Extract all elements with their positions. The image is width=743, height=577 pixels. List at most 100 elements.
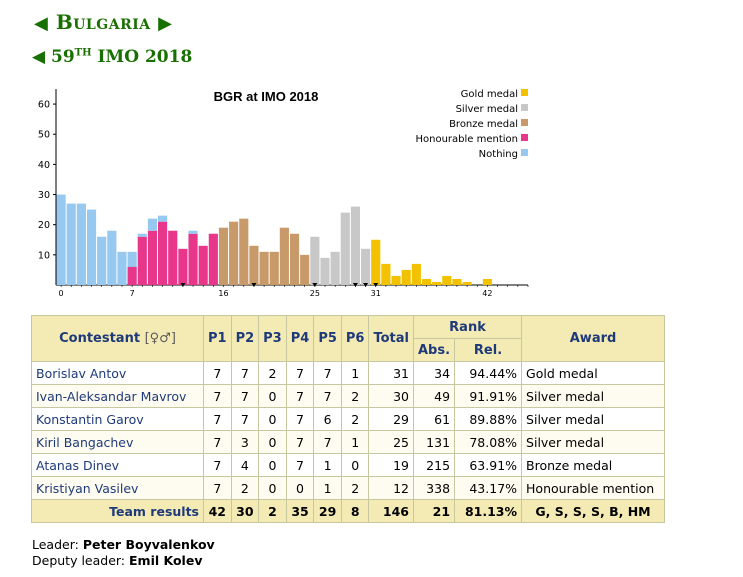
bar-bronze [218,227,229,285]
bar-nothing-stack [137,233,147,237]
team-p5: 29 [313,499,342,523]
score-total: 29 [368,407,414,431]
x-tick-label: 31 [371,289,381,298]
legend-label: Silver medal [456,104,518,115]
rank-rel: 63.91% [454,453,523,477]
score-p6: 1 [340,430,370,454]
team-p4: 35 [285,499,315,523]
score-p3: 0 [258,407,287,431]
legend-swatch [521,104,528,111]
x-tick-label: 42 [482,289,492,298]
team-p2: 30 [230,499,260,523]
score-marker [251,283,257,287]
score-p4: 7 [285,361,315,385]
sex-filter-link[interactable]: [♀♂] [144,331,176,346]
olympiad-suffix: TH [74,47,92,59]
score-p5: 1 [313,453,342,477]
score-p5: 7 [313,430,342,454]
score-p6: 0 [340,453,370,477]
contestant-row: Konstantin Garov 7 7 0 7 6 2 29 61 89.88% Silver m… [31,407,666,431]
deputy-leader-name[interactable]: Emil Kolev [129,553,203,568]
team-total: 146 [368,499,414,523]
bar-bronze [239,218,249,285]
team-p6: 8 [340,499,370,523]
bar-gold [421,278,432,285]
y-tick-label: 40 [38,160,50,171]
prev-olympiad-arrow[interactable]: ◀ [32,47,46,67]
col-p1[interactable]: P1 [203,315,232,362]
award: Bronze medal [521,453,666,477]
olympiad-number: 59 [51,47,75,67]
contestant-row: Ivan-Aleksandar Mavrov 7 7 0 7 7 2 30 49 91.91% Si… [31,384,666,408]
col-p2[interactable]: P2 [230,315,260,362]
bar-gold [401,269,411,285]
score-p2: 4 [230,453,260,477]
rank-rel: 89.88% [454,407,523,431]
score-distribution-chart: 10 20 30 40 50 60 0 7 16 25 31 42 BGR at IMO 2018 Gol… [38,89,529,298]
bar-silver [361,248,371,285]
prev-country-arrow[interactable]: ◀ [34,13,49,34]
score-p3: 0 [258,453,287,477]
contestant-name[interactable]: Kiril Bangachev [31,430,204,454]
bar-gold [432,281,442,285]
team-p1: 42 [203,499,232,523]
team-rank-abs: 21 [412,499,456,523]
rank-abs: 215 [412,453,456,477]
contestant-name[interactable]: Atanas Dinev [31,453,204,477]
bar-bronze [279,227,289,285]
legend-swatch [521,134,528,141]
score-p6: 2 [340,384,370,408]
contestant-row: Atanas Dinev 7 4 0 7 1 0 19 215 63.91% Bronze meda… [31,453,666,477]
contestant-row: Kiril Bangachev 7 3 0 7 7 1 25 131 78.08% Silver m… [31,430,666,454]
contestant-name[interactable]: Borislav Antov [31,361,204,385]
col-p4[interactable]: P4 [285,315,315,362]
legend-swatch [521,149,528,156]
rank-rel: 78.08% [454,430,523,454]
award: Gold medal [521,361,666,385]
team-award: G, S, S, S, B, HM [521,499,666,523]
score-p2: 7 [230,407,260,431]
score-p4: 7 [285,384,315,408]
score-p6: 2 [340,476,370,500]
score-p1: 7 [203,430,232,454]
col-award: Award [521,315,666,362]
col-p6[interactable]: P6 [340,315,370,362]
col-p5[interactable]: P5 [313,315,342,362]
contestant-name[interactable]: Kristiyan Vasilev [31,476,204,500]
contestant-row: Kristiyan Vasilev 7 2 0 0 1 2 12 338 43.17% Honour… [31,476,666,500]
team-label: Team results [31,499,204,523]
col-p3[interactable]: P3 [258,315,287,362]
team-rank-rel: 81.13% [454,499,523,523]
bar-bronze [289,233,300,285]
rank-abs: 61 [412,407,456,431]
y-tick-label: 10 [38,250,50,261]
score-total: 31 [368,361,414,385]
bar-gold [381,263,391,285]
bar-nothing-stack [188,230,198,234]
bar-gold [482,278,492,285]
y-tick-label: 60 [38,100,50,111]
score-p3: 0 [258,430,287,454]
score-p1: 7 [203,407,232,431]
next-country-arrow[interactable]: ▶ [158,13,173,34]
bar-hm [147,230,158,285]
deputy-leader-label: Deputy leader: [32,553,126,568]
leaders-block: Leader: Peter Boyvalenkov Deputy leader:… [32,537,215,569]
score-p5: 7 [313,361,342,385]
contestant-name[interactable]: Konstantin Garov [31,407,204,431]
legend-swatch [521,119,528,126]
contestant-name[interactable]: Ivan-Aleksandar Mavrov [31,384,204,408]
bar-gold [462,281,472,285]
bar-nothing [117,251,127,285]
score-p2: 7 [230,384,260,408]
col-total[interactable]: Total [368,315,414,362]
rank-rel: 43.17% [454,476,523,500]
rank-rel: 91.91% [454,384,523,408]
leader-name[interactable]: Peter Boyvalenkov [82,537,215,552]
leader-label: Leader: [32,537,79,552]
score-p3: 2 [258,361,287,385]
x-tick-label: 25 [310,289,320,298]
score-p3: 0 [258,476,287,500]
bar-hm [178,248,188,285]
award: Silver medal [521,407,666,431]
